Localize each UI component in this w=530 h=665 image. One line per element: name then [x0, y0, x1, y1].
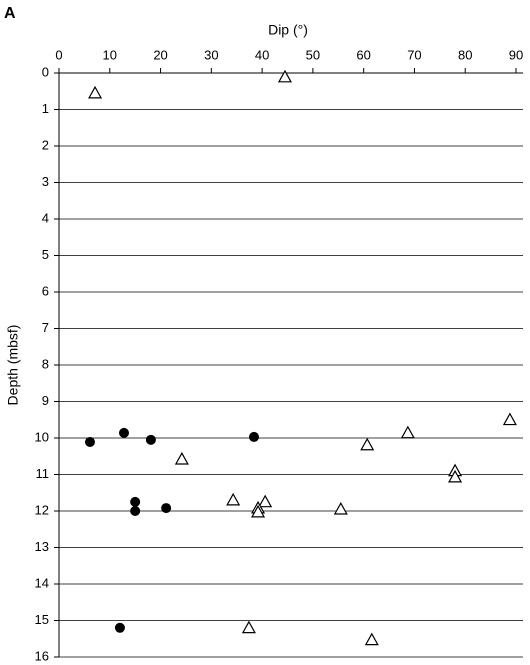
point	[174, 451, 189, 465]
y-tick-label: 15	[35, 612, 49, 627]
point	[88, 85, 103, 99]
point	[502, 412, 517, 426]
point	[226, 492, 241, 506]
x-tick-label: 90	[509, 47, 523, 62]
point	[114, 622, 125, 633]
y-tick-label: 5	[42, 247, 49, 262]
y-tick-label: 9	[42, 393, 49, 408]
point	[241, 620, 256, 634]
y-tick-label: 1	[42, 101, 49, 116]
y-axis-label: Depth (mbsf)	[5, 325, 21, 406]
x-tick-label: 0	[55, 47, 62, 62]
y-tick-label: 0	[42, 64, 49, 79]
x-tick-label: 70	[407, 47, 421, 62]
x-tick-label: 30	[204, 47, 218, 62]
point	[118, 427, 129, 438]
y-tick-label: 13	[35, 539, 49, 554]
y-tick-label: 11	[36, 466, 50, 481]
y-tick-label: 10	[35, 429, 49, 444]
x-tick-label: 80	[458, 47, 472, 62]
y-tick-label: 8	[42, 356, 49, 371]
point	[277, 69, 292, 83]
x-axis-label: Dip (°)	[268, 22, 308, 38]
y-tick-label: 6	[42, 283, 49, 298]
x-tick-label: 40	[255, 47, 269, 62]
y-tick-label: 3	[42, 174, 49, 189]
x-tick-label: 20	[153, 47, 167, 62]
point	[333, 501, 348, 515]
x-tick-label: 10	[103, 47, 117, 62]
point	[161, 503, 172, 514]
point	[360, 437, 375, 451]
point	[130, 506, 141, 516]
y-tick-label: 14	[35, 575, 49, 590]
point	[400, 425, 415, 439]
y-tick-label: 2	[42, 137, 49, 152]
point	[258, 494, 273, 508]
x-tick-label: 60	[356, 47, 370, 62]
point	[145, 434, 156, 445]
y-tick-label: 4	[42, 210, 49, 225]
point	[84, 437, 95, 448]
x-tick-label: 50	[306, 47, 320, 62]
y-tick-label: 12	[35, 502, 49, 517]
point	[448, 469, 463, 483]
point	[130, 496, 141, 507]
y-tick-label: 16	[35, 648, 49, 663]
point	[248, 431, 259, 442]
point	[251, 504, 266, 518]
y-tick-label: 7	[42, 320, 49, 335]
point	[364, 632, 379, 646]
panel-label: A	[4, 5, 16, 22]
